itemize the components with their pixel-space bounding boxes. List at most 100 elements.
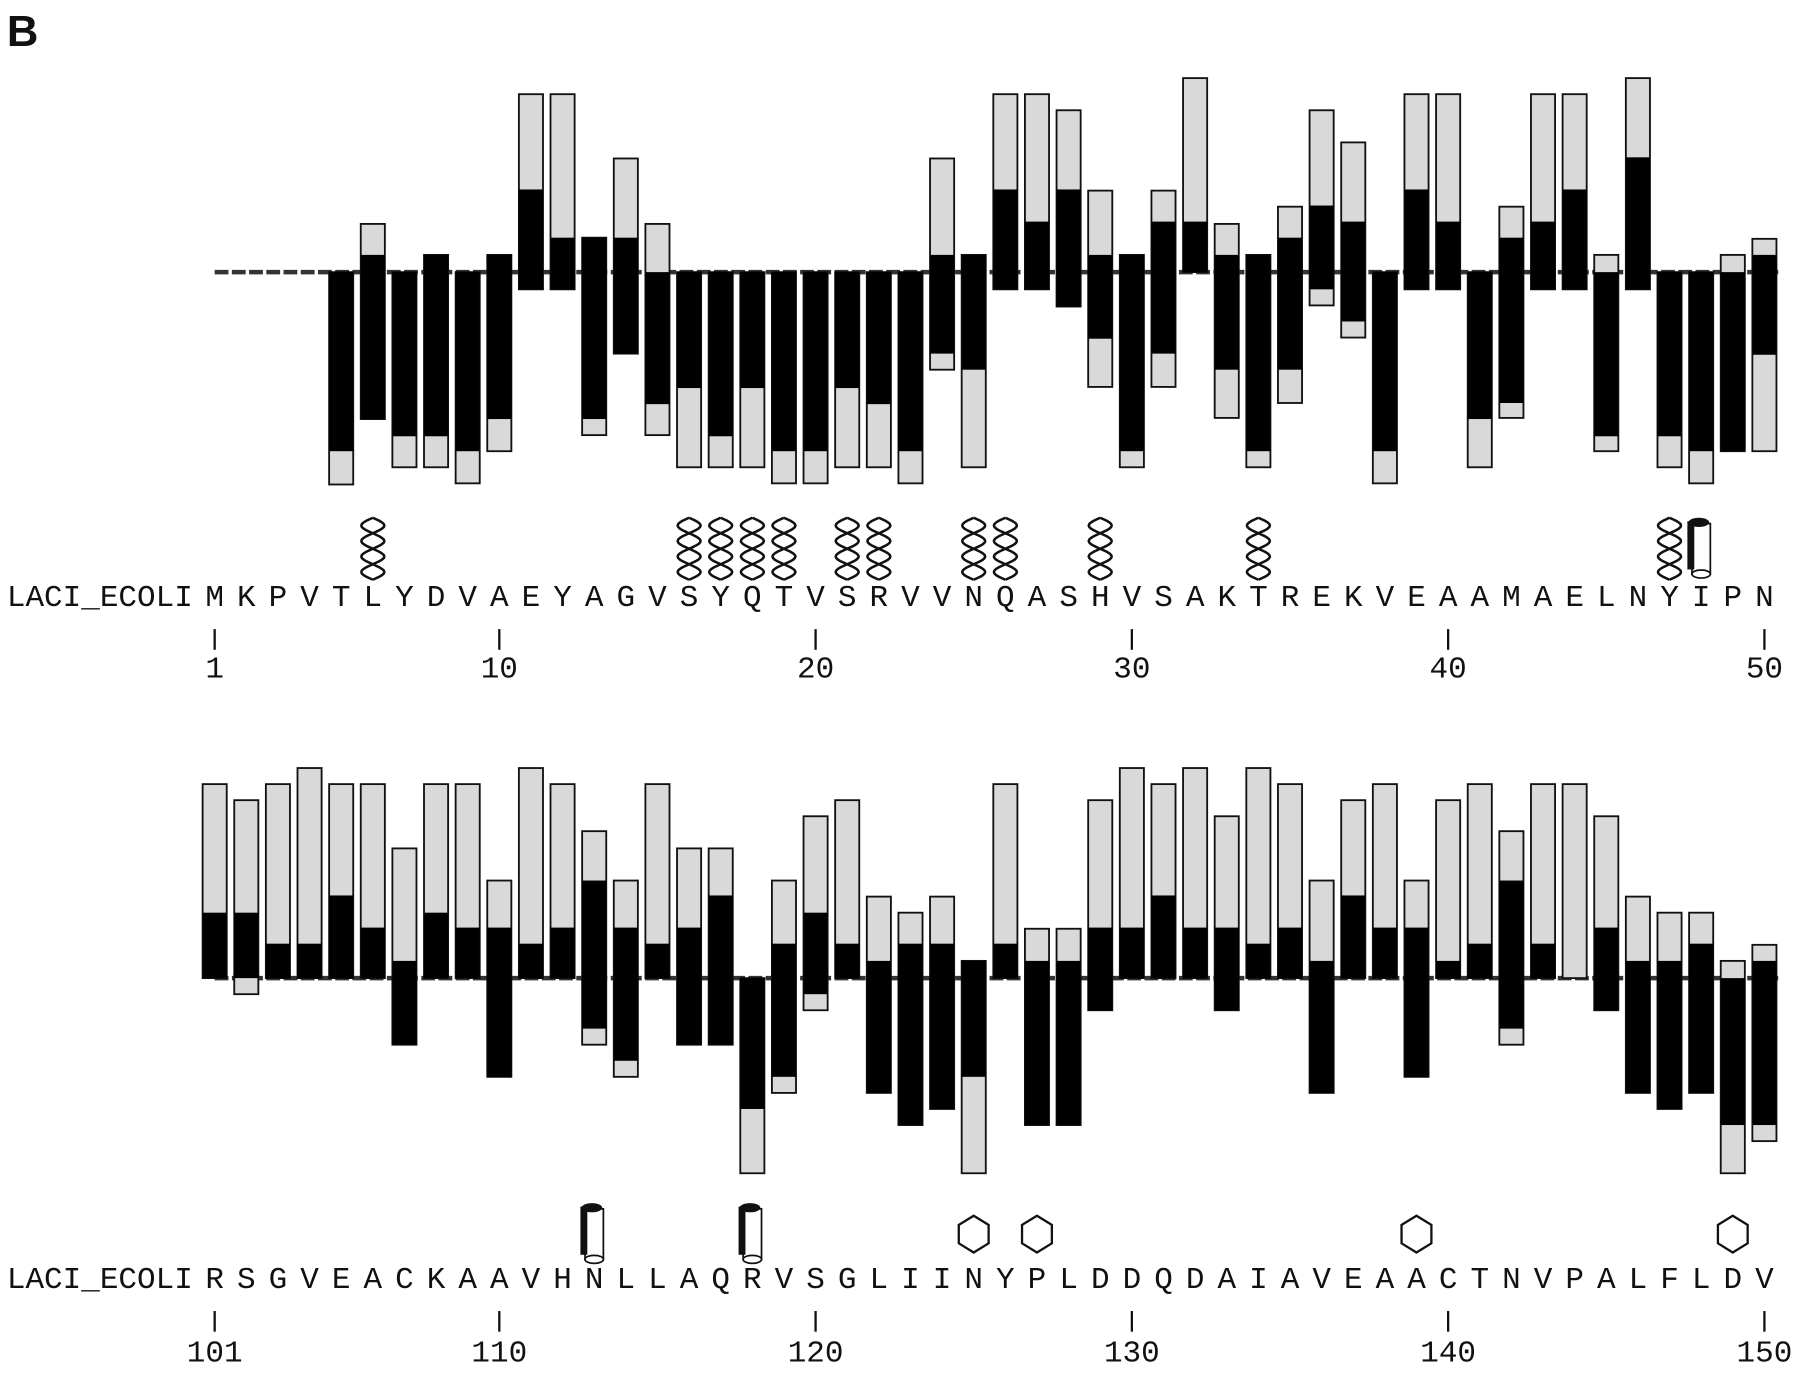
residue-letter: H: [553, 1263, 572, 1298]
black-segment: [898, 943, 923, 1126]
residue-letter: L: [1692, 1263, 1711, 1298]
helix-strand: [771, 516, 797, 581]
helix-symbol: [707, 516, 734, 581]
black-segment: [1404, 927, 1429, 1077]
residue-letter: S: [1059, 581, 1078, 616]
black-segment: [1183, 927, 1208, 979]
helix-symbol: [360, 516, 386, 581]
black-segment: [1752, 960, 1777, 1126]
residue-letter: T: [775, 581, 794, 616]
cylinder-bottom: [1691, 569, 1712, 579]
helix-strand: [960, 516, 987, 581]
black-segment: [1594, 272, 1619, 437]
helix-strand: [676, 516, 702, 581]
residue-letter: S: [1154, 581, 1173, 616]
helix-symbol: [866, 516, 892, 581]
residue-letter: Q: [996, 581, 1015, 616]
black-segment: [1372, 927, 1397, 979]
residue-letter: Y: [553, 581, 572, 616]
tick-label: 40: [1430, 652, 1467, 687]
black-segment: [771, 272, 797, 452]
residue-letter: V: [300, 581, 319, 616]
residue-letter: V: [806, 581, 825, 616]
black-segment: [1657, 272, 1682, 437]
cylinder-top: [1688, 517, 1710, 527]
residue-letter: G: [269, 1263, 288, 1298]
residue-letter: V: [648, 581, 667, 616]
black-segment: [392, 272, 417, 437]
black-segment: [645, 943, 670, 979]
residue-letter: A: [585, 581, 604, 616]
black-segment: [1214, 254, 1239, 370]
black-segment: [234, 912, 259, 979]
helix-strand: [360, 516, 386, 581]
residue-letter: K: [1217, 581, 1236, 616]
residue-letter: A: [1217, 1263, 1236, 1298]
helix-strand: [1245, 516, 1272, 581]
black-segment: [1562, 189, 1587, 290]
helix-symbol: [992, 516, 1019, 581]
residue-letter: A: [490, 1263, 509, 1298]
black-segment: [1689, 943, 1714, 1093]
black-segment: [898, 272, 923, 452]
black-segment: [1246, 254, 1271, 452]
black-segment: [1467, 272, 1492, 420]
residue-letter: T: [1249, 581, 1268, 616]
residue-letter: A: [490, 581, 509, 616]
bar: [1435, 799, 1462, 980]
helix-strand: [739, 516, 766, 581]
residue-letter: Q: [711, 1263, 730, 1298]
residue-letter: I: [1692, 581, 1711, 616]
black-segment: [1024, 221, 1050, 290]
residue-letter: A: [1534, 581, 1553, 616]
cylinder-shade: [1687, 521, 1695, 570]
residue-letter: V: [901, 581, 920, 616]
residue-letter: Q: [743, 581, 762, 616]
cylinder-top: [581, 1203, 603, 1213]
black-segment: [265, 943, 290, 979]
cylinder-symbol: [1687, 517, 1712, 579]
residue-letter: M: [1502, 581, 1521, 616]
residue-letter: I: [1249, 1263, 1268, 1298]
black-segment: [1056, 189, 1081, 307]
residue-letter: R: [205, 1263, 224, 1298]
residue-letter: Y: [1660, 581, 1679, 616]
black-segment: [1214, 927, 1239, 1011]
tick-label: 101: [187, 1337, 243, 1372]
black-segment: [518, 943, 543, 979]
residue-letter: V: [775, 1263, 794, 1298]
residue-letter: A: [1597, 1263, 1616, 1298]
cylinder-body: [742, 1207, 763, 1261]
hexagon: [1716, 1214, 1749, 1254]
residue-letter: R: [743, 1263, 762, 1298]
residue-letter: V: [1123, 581, 1142, 616]
cylinder-top: [739, 1203, 761, 1213]
residue-letter: F: [1660, 1263, 1679, 1298]
black-segment: [1467, 943, 1492, 979]
black-segment: [1309, 960, 1334, 1093]
cylinder-symbol: [580, 1203, 605, 1265]
black-segment: [1341, 895, 1366, 979]
residue-letter: L: [364, 581, 383, 616]
black-segment: [455, 272, 480, 452]
helix-strand: [866, 516, 892, 581]
black-segment: [360, 927, 385, 979]
black-segment: [518, 189, 543, 290]
black-segment: [455, 927, 480, 979]
residue-letter: E: [1312, 581, 1331, 616]
black-segment: [677, 272, 702, 389]
residue-letter: N: [1755, 581, 1774, 616]
black-segment: [1689, 272, 1714, 452]
black-segment: [1183, 221, 1208, 273]
black-segment: [1372, 272, 1397, 452]
residue-letter: V: [1755, 1263, 1774, 1298]
helix-symbol: [1087, 516, 1114, 581]
residue-letter: V: [458, 581, 477, 616]
helix-strand: [1087, 516, 1114, 581]
black-segment: [1625, 960, 1650, 1093]
black-segment: [202, 912, 227, 979]
residue-letter: A: [1028, 581, 1047, 616]
cylinder-bottom: [742, 1254, 763, 1265]
tick-label: 130: [1104, 1337, 1160, 1372]
